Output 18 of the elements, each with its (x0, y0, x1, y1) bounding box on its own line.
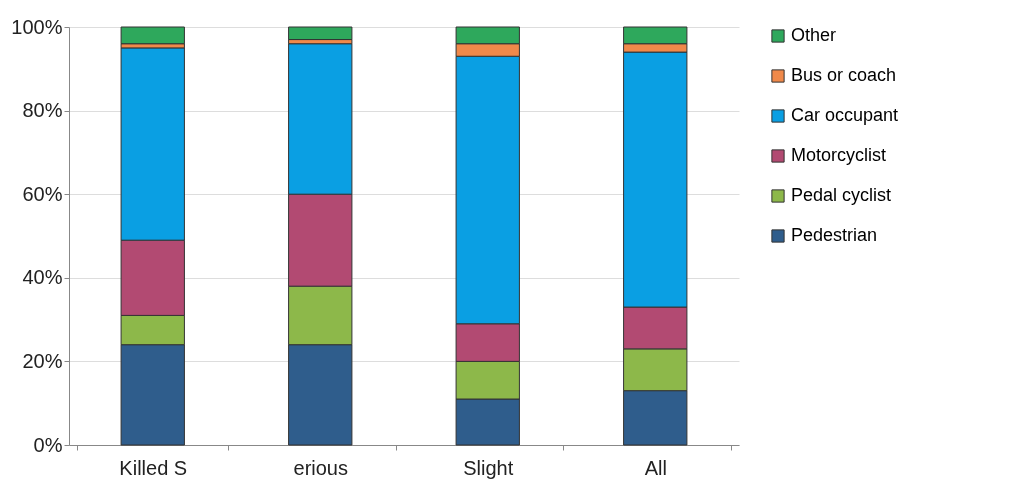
y-tick-label: 100% (11, 15, 63, 38)
legend-label: Motorcyclist (791, 145, 887, 165)
legend-label: Car occupant (791, 105, 899, 125)
x-tick-label: All (644, 456, 667, 479)
legend-label: Pedal cyclist (791, 185, 892, 205)
y-tick-label: 20% (22, 349, 63, 372)
y-tick-label: 40% (22, 266, 63, 289)
legend-label: Pedestrian (791, 225, 878, 245)
x-tick-label: erious (293, 456, 348, 479)
x-tick-label: Slight (463, 456, 514, 479)
y-tick-label: 0% (33, 433, 63, 456)
y-tick-label: 80% (22, 99, 63, 122)
legend-label: Bus or coach (791, 65, 897, 85)
x-tick-label: Killed S (119, 456, 188, 479)
legend-label: Other (791, 25, 837, 45)
bar (120, 26, 185, 45)
y-tick-label: 60% (22, 182, 63, 205)
bar (288, 26, 353, 41)
